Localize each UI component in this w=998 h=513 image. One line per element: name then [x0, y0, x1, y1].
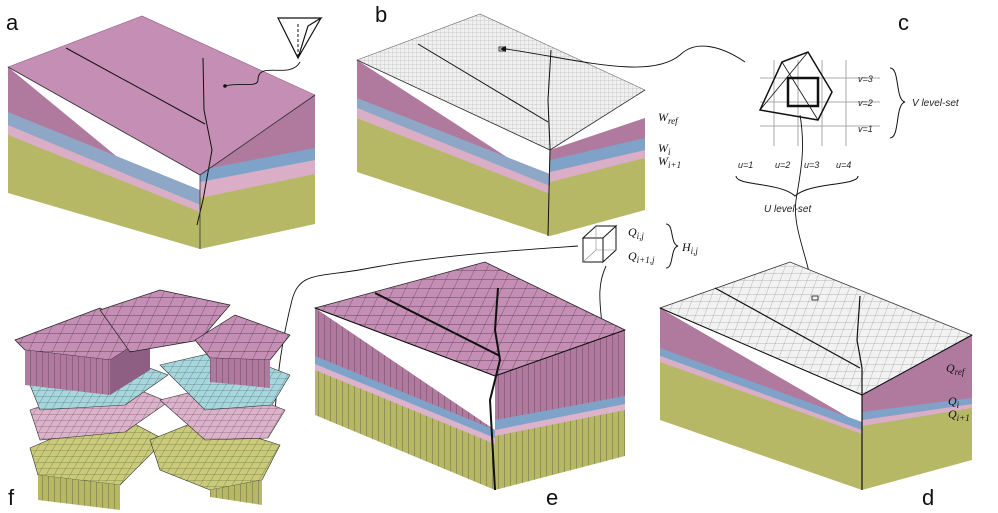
q-i-label: Qi	[948, 394, 960, 410]
panel-a-right-olive	[200, 174, 315, 249]
panel-f-pink-side-1	[25, 350, 110, 395]
callout-hex-to-f	[274, 245, 579, 413]
panel-e-right-olive	[495, 410, 625, 490]
u2-label: u=2	[775, 160, 790, 170]
panel-d-right-olive	[862, 408, 972, 490]
panel-a-fault-2	[196, 57, 213, 226]
u3-label: u=3	[804, 160, 819, 170]
panel-d-fault-1	[714, 287, 861, 369]
v1-label: v=1	[858, 124, 873, 134]
panel-b-left-lightpink	[357, 108, 550, 196]
panel-b-left-olive	[357, 118, 550, 236]
v3-label: v=3	[858, 74, 873, 84]
panel-e-block	[313, 261, 627, 491]
panel-f-exploded-blocks	[14, 289, 291, 510]
w-ref-label: Wref	[658, 110, 679, 126]
q-ij-label: Qi,j	[628, 225, 644, 241]
callout-b-to-c	[505, 45, 746, 68]
v-levelset-label: V level-set	[912, 98, 960, 109]
panel-b-fault-2	[547, 49, 552, 237]
panel-a-left-blue	[8, 112, 200, 205]
panel-a-fault-1	[65, 47, 206, 125]
u-brace	[735, 175, 859, 197]
panel-label-e: e	[546, 485, 558, 510]
hexahedron-icon	[581, 223, 679, 269]
panel-a-left-olive	[8, 135, 200, 249]
u1-label: u=1	[738, 160, 753, 170]
q-i1-label: Qi+1	[948, 407, 970, 423]
panel-label-d: d	[922, 485, 934, 510]
panel-a-left-lightpink	[8, 125, 200, 215]
panel-f-pink-side-3	[210, 358, 270, 388]
panel-c-levelset-diagram	[735, 51, 906, 197]
panel-d-block	[658, 261, 973, 490]
panel-f-pink-piece-3	[194, 314, 291, 361]
v-brace	[889, 67, 906, 139]
q-ref-label: Qref	[946, 361, 966, 377]
panel-b-right-lightpink	[550, 150, 645, 183]
panel-d-left-blue	[660, 348, 862, 430]
panel-e-fault-1	[374, 292, 501, 357]
panel-e-right-blue	[495, 396, 625, 430]
w-i1-label: Wi+1	[658, 154, 681, 170]
panel-e-left-blue	[315, 356, 495, 440]
w-i-label: Wi	[658, 141, 671, 157]
v2-label: v=2	[858, 98, 873, 108]
q-i1j-label: Qi+1,j	[628, 249, 655, 265]
h-brace	[665, 223, 679, 269]
panel-label-a: a	[6, 10, 19, 35]
pentagon-cell	[758, 51, 833, 121]
square-cell	[786, 76, 820, 108]
panel-d-highlight-box	[811, 295, 819, 301]
panel-b-right-olive	[550, 158, 645, 236]
panel-d-fault-2	[856, 295, 863, 490]
panel-d-right-blue	[862, 398, 972, 420]
panel-b-right-blue	[550, 138, 645, 172]
panel-b-left-blue	[357, 98, 550, 188]
panel-label-f: f	[8, 485, 15, 510]
panel-b-fault-1	[417, 43, 549, 123]
panel-b-block	[356, 13, 646, 237]
panel-f-olive-side-2	[210, 480, 262, 505]
panel-f-pink-piece-2	[99, 289, 231, 353]
panel-a-callout	[224, 61, 301, 87]
pyramid-icon	[277, 17, 324, 60]
panel-e-left-olive	[315, 370, 495, 490]
panel-a-right-lightpink	[200, 160, 315, 202]
u4-label: u=4	[836, 160, 851, 170]
u-levelset-label: U level-set	[764, 204, 812, 215]
panel-label-b: b	[375, 2, 387, 27]
h-ij-label: Hi,j	[681, 240, 698, 256]
panel-a-block	[7, 15, 324, 249]
panel-label-c: c	[898, 10, 909, 35]
callout-c-to-d	[794, 114, 813, 293]
panel-f-olive-side-1	[38, 475, 120, 510]
panel-d-left-olive	[660, 362, 862, 490]
panel-e-fault-2	[488, 287, 502, 491]
